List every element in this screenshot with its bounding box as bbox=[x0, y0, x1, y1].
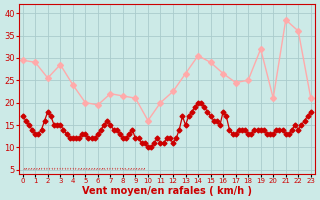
X-axis label: Vent moyen/en rafales ( km/h ): Vent moyen/en rafales ( km/h ) bbox=[82, 186, 252, 196]
Text: ↗↗↗↗↗↗↗↑↑↑↑↑↑↑↑↑↑↑↑↑↑↗↗↗↗↗↗↗↗↗↗↖↑↑↑↑↑↑↖↖↗↗↗↗↗↗↗: ↗↗↗↗↗↗↗↑↑↑↑↑↑↑↑↑↑↑↑↑↑↗↗↗↗↗↗↗↗↗↗↖↑↑↑↑↑↑↖↖… bbox=[23, 166, 146, 170]
